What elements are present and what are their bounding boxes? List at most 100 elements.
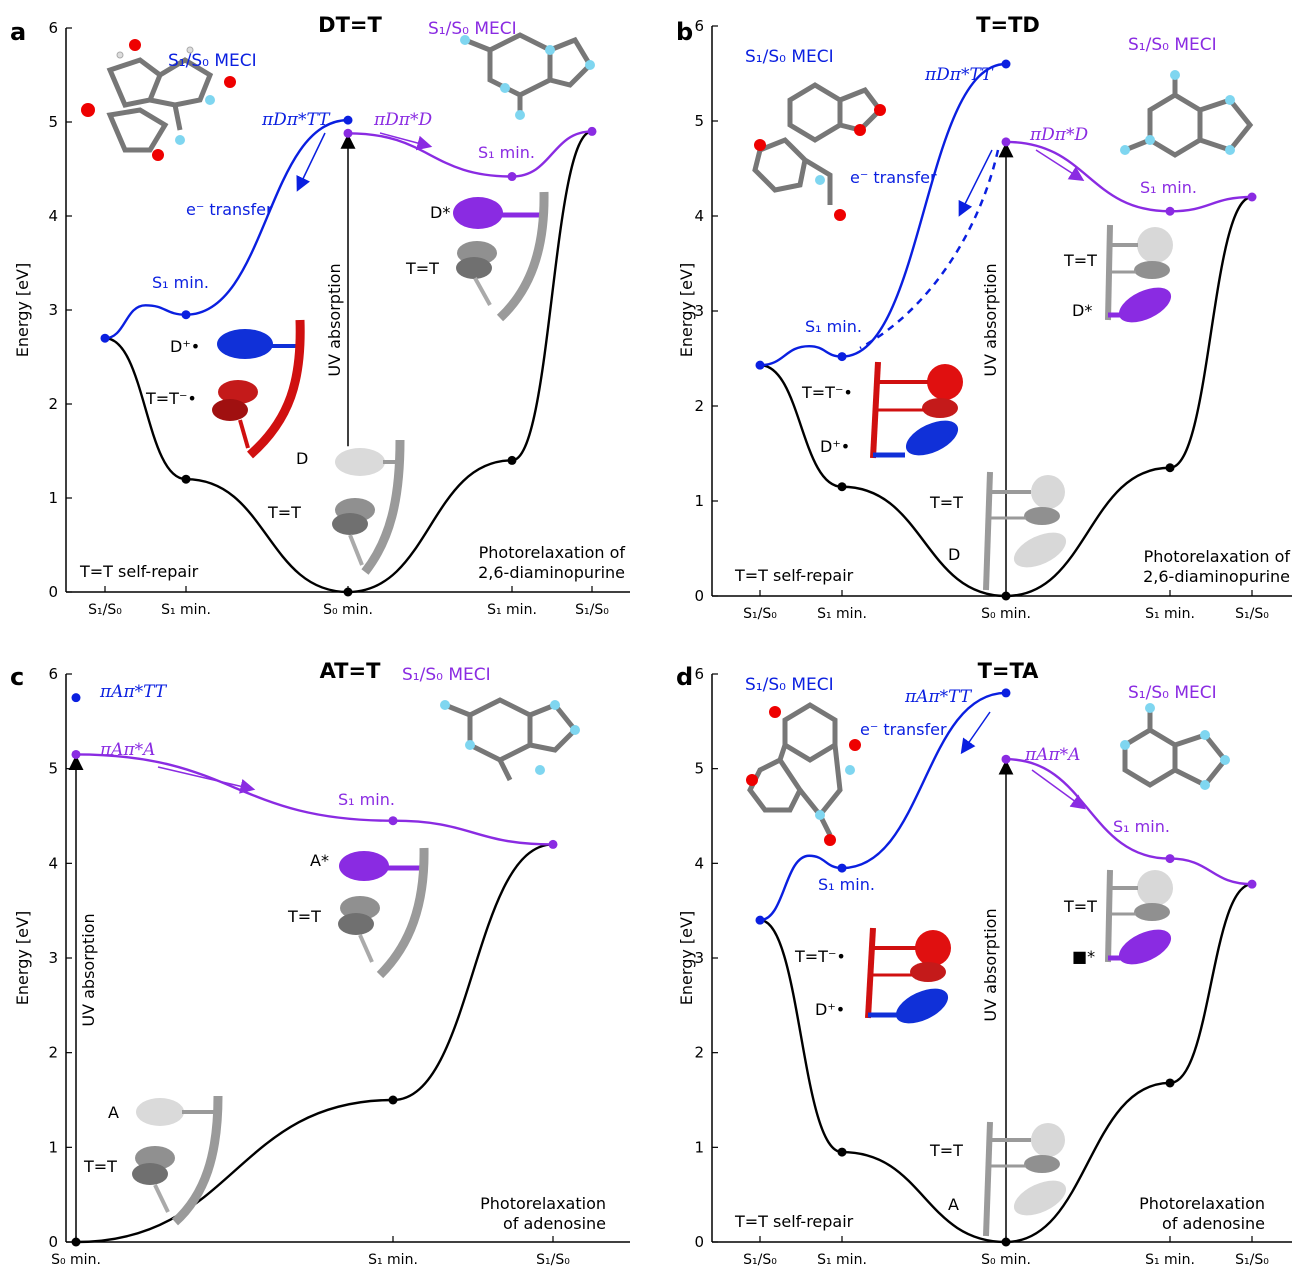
panel-d-s1-min-purple: S₁ min. <box>1113 817 1170 836</box>
panel-a-point-blue <box>343 115 353 125</box>
panel-a-point-purple <box>343 128 353 138</box>
panel-b-ytick-label: 4 <box>694 207 704 225</box>
panel-c-mol-label-1: A* <box>310 851 329 870</box>
panel-d-curve-purple <box>1005 758 1253 886</box>
panel-a-title: DT=T <box>318 13 382 37</box>
panel-a-dimer-grey-low <box>332 439 405 575</box>
panel-a-ytick-label: 5 <box>48 113 58 131</box>
panel-b-dimer-grey-low <box>983 471 1067 591</box>
panel-d-right-process-2: of adenosine <box>1162 1214 1265 1233</box>
panel-d-arrow-blue <box>960 711 991 755</box>
panel-d-arrow-purple <box>1031 769 1087 810</box>
panel-d-mol-label-1: T=T⁻• <box>794 947 846 966</box>
panel-c-right-process-2: of adenosine <box>503 1214 606 1233</box>
panel-a-ytick-label: 1 <box>48 489 58 507</box>
panel-d-xtick-label: S₁/S₀ <box>1235 1252 1269 1268</box>
panel-b-ylabel: Energy [eV] <box>677 263 696 357</box>
panel-b-xtick-label: S₁/S₀ <box>743 606 777 622</box>
panel-d-mol-label-5: T=T <box>1063 897 1097 916</box>
panel-d-xtick-label: S₁/S₀ <box>743 1252 777 1268</box>
panel-a-xtick-label: S₁ min. <box>161 602 211 618</box>
panel-a-arrow-blue <box>296 132 326 192</box>
panel-b-s1-min-purple: S₁ min. <box>1140 178 1197 197</box>
panel-c-molecule-right <box>440 697 580 782</box>
panel-d-s1-min-blue: S₁ min. <box>818 875 875 894</box>
panel-a-s1-min-purple: S₁ min. <box>478 143 535 162</box>
panel-a-curve-blue <box>104 118 349 340</box>
panel-c-state-blue: πAπ*TT <box>99 682 168 702</box>
panel-c-ylabel: Energy [eV] <box>13 911 32 1005</box>
panel-d-point-blue <box>755 915 765 925</box>
panel-b-curve-purple <box>1005 140 1253 213</box>
panel-d-xtick-label: S₀ min. <box>981 1252 1031 1268</box>
panel-b-mol-label-4: D <box>948 545 960 564</box>
panel-b-state-purple: πDπ*D <box>1029 125 1088 145</box>
panel-b-dashed-path <box>859 149 1000 350</box>
panel-c-ytick-label: 0 <box>48 1233 58 1251</box>
panel-b-meci-right: S₁/S₀ MECI <box>1128 35 1217 55</box>
panel-d-state-blue: πAπ*TT <box>904 687 973 707</box>
panel-d-mol-label-4: A <box>948 1195 959 1214</box>
panel-d-xtick-label: S₁ min. <box>817 1252 867 1268</box>
panel-a-etransfer: e⁻ transfer <box>186 200 273 219</box>
panel-b-ytick-label: 5 <box>694 112 704 130</box>
panel-d-mol-label-3: T=T <box>929 1141 963 1160</box>
panel-c-point-purple <box>548 839 558 849</box>
panel-a-arrow-purple <box>379 132 433 151</box>
panel-b-meci-left: S₁/S₀ MECI <box>745 47 834 67</box>
panel-a-s1-min-blue: S₁ min. <box>152 273 209 292</box>
panel-b-title: T=TD <box>976 13 1040 37</box>
panel-letter-d: d <box>676 663 693 691</box>
panel-d-dimer-purplegrey <box>1105 869 1173 965</box>
panel-d-title: T=TA <box>978 659 1040 683</box>
panel-c-s1-min-purple: S₁ min. <box>338 790 395 809</box>
panel-b-xtick-label: S₁ min. <box>817 606 867 622</box>
panel-b-xtick-label: S₁ min. <box>1145 606 1195 622</box>
panel-a-right-process-1: Photorelaxation of <box>479 543 626 562</box>
panel-b-dimer-purplegrey <box>1105 224 1173 323</box>
panel-a-state-purple: πDπ*D <box>373 110 432 130</box>
panel-b-arrow-purple <box>1035 149 1085 182</box>
panel-c-ytick-label: 1 <box>48 1138 58 1156</box>
panel-d-point-purple <box>1001 754 1011 764</box>
panel-d-xtick-label: S₁ min. <box>1145 1252 1195 1268</box>
panel-a-xtick-label: S₀ min. <box>323 602 373 618</box>
panel-letter-b: b <box>676 18 693 46</box>
panel-c-arrow-purple <box>157 766 256 794</box>
panel-letter-a: a <box>10 18 26 46</box>
panel-a-mol-label-2: T=T⁻• <box>145 389 197 408</box>
panel-c-xtick-label: S₁/S₀ <box>536 1252 570 1268</box>
panel-d-dimer-grey-low <box>983 1121 1067 1237</box>
panel-c-meci-right: S₁/S₀ MECI <box>402 665 491 685</box>
panel-a-mol-label-6: T=T <box>405 259 439 278</box>
panel-b-point-purple <box>1247 192 1257 202</box>
panel-d-point-black <box>1165 1078 1175 1088</box>
panel-b-point-black <box>837 482 847 492</box>
panel-d-mol-label-6: ■* <box>1072 947 1095 966</box>
panel-d-ytick-label: 1 <box>694 1138 704 1156</box>
panel-c-point-black <box>388 1095 398 1105</box>
panel-a-point-black <box>343 587 353 597</box>
panel-a-point-black <box>181 474 191 484</box>
panel-b-point-blue <box>837 352 847 362</box>
panel-d-state-purple: πAπ*A <box>1024 745 1080 765</box>
panel-a-dimer-purplegrey <box>453 191 549 322</box>
panel-b-mol-label-2: D⁺• <box>820 437 850 456</box>
panel-c-uv-label: UV absorption <box>79 913 98 1026</box>
panel-b-ytick-label: 0 <box>694 587 704 605</box>
panel-a-left-process: T=T self-repair <box>79 562 199 581</box>
panel-d-meci-left: S₁/S₀ MECI <box>745 675 834 695</box>
panel-a-xtick-label: S₁/S₀ <box>88 602 122 618</box>
panel-a-xtick-label: S₁ min. <box>487 602 537 618</box>
panel-b-point-black <box>1001 591 1011 601</box>
panel-a-ytick-label: 6 <box>48 19 58 37</box>
panel-d-point-blue <box>1001 688 1011 698</box>
panel-d-molecule-left <box>746 702 861 846</box>
panel-c-point-blue <box>71 693 81 703</box>
panel-b-point-purple <box>1165 206 1175 216</box>
panel-b-mol-label-5: T=T <box>1063 251 1097 270</box>
panel-a-dimer-redblue <box>212 319 305 459</box>
panel-c-mol-label-3: A <box>108 1103 119 1122</box>
panel-a-mol-label-1: D⁺• <box>170 337 200 356</box>
